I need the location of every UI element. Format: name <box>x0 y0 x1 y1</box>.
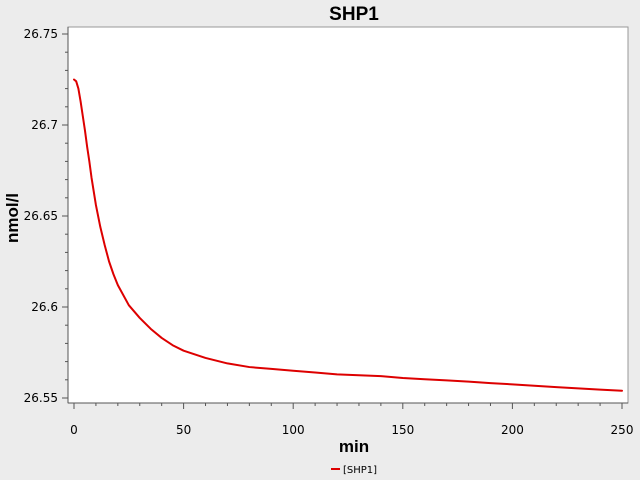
y-tick-label: 26.65 <box>24 209 58 223</box>
y-tick-label: 26.6 <box>31 300 58 314</box>
legend: [SHP1] <box>331 465 377 476</box>
x-tick-label: 250 <box>611 423 634 437</box>
legend-label: [SHP1] <box>343 465 377 476</box>
x-tick-label: 50 <box>176 423 191 437</box>
x-tick-label: 0 <box>70 423 78 437</box>
y-tick-label: 26.55 <box>24 391 58 405</box>
chart-title: SHP1 <box>329 4 379 25</box>
x-tick-label: 100 <box>282 423 305 437</box>
series-line <box>73 78 623 392</box>
plot-area <box>67 26 629 404</box>
x-tick-label: 150 <box>391 423 414 437</box>
ticks-group: 0 50 100 150 200 250 26.55 26.6 26.65 26.7 26.75 <box>24 27 634 437</box>
y-axis-title: nmol/l <box>3 193 22 243</box>
y-tick-label: 26.75 <box>24 27 58 41</box>
x-axis-title: min <box>339 437 369 456</box>
x-tick-label: 200 <box>501 423 524 437</box>
y-tick-label: 26.7 <box>31 118 58 132</box>
series-group <box>73 78 623 392</box>
